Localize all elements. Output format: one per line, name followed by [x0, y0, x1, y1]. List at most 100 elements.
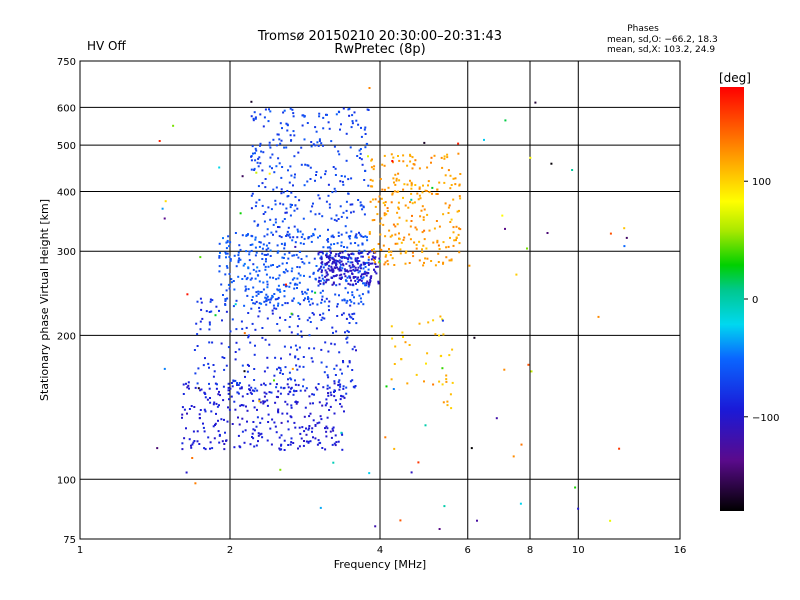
data-point: [360, 126, 362, 129]
data-point: [402, 239, 405, 241]
data-point: [370, 275, 373, 278]
data-point: [314, 437, 317, 440]
data-point: [309, 178, 312, 180]
data-point: [316, 443, 319, 446]
data-point: [422, 184, 424, 187]
data-point: [341, 448, 344, 451]
data-point: [402, 160, 405, 163]
data-point: [398, 159, 401, 162]
data-point: [218, 390, 220, 393]
data-point: [364, 126, 367, 129]
data-point: [290, 346, 292, 349]
data-point: [325, 274, 328, 277]
data-point: [343, 268, 346, 271]
data-point: [515, 273, 518, 276]
data-point: [201, 317, 204, 320]
data-point: [391, 193, 394, 196]
data-point: [330, 266, 333, 269]
data-point: [337, 381, 340, 384]
data-point: [331, 443, 334, 446]
data-point: [324, 173, 327, 176]
data-point: [259, 144, 261, 147]
data-point: [338, 153, 341, 156]
data-point: [272, 188, 275, 191]
data-point: [245, 405, 247, 408]
data-point: [301, 124, 304, 127]
data-point: [285, 285, 288, 288]
data-point: [352, 253, 355, 256]
data-point: [338, 261, 341, 264]
data-point: [351, 369, 354, 371]
data-point: [289, 353, 292, 356]
data-point: [388, 248, 390, 250]
data-point: [250, 386, 253, 389]
data-point: [450, 218, 453, 221]
data-point: [348, 255, 351, 258]
data-point: [349, 256, 352, 259]
data-point: [404, 262, 407, 265]
data-point: [248, 364, 250, 367]
data-point: [284, 319, 287, 321]
data-point: [292, 236, 295, 239]
data-point: [250, 100, 253, 103]
data-point: [241, 417, 244, 420]
data-point: [349, 266, 352, 269]
data-point: [255, 270, 258, 273]
data-point: [285, 207, 288, 210]
data-point: [191, 457, 194, 459]
data-point: [197, 387, 200, 390]
data-point: [289, 282, 292, 285]
data-point: [227, 235, 230, 238]
data-point: [258, 245, 261, 248]
data-point: [262, 151, 265, 154]
data-point: [345, 337, 348, 340]
data-point: [277, 277, 280, 280]
data-point: [349, 380, 352, 383]
data-point: [399, 252, 402, 255]
data-point: [358, 260, 361, 262]
data-point: [225, 256, 227, 259]
data-point: [234, 408, 237, 411]
data-point: [334, 259, 337, 262]
data-point: [344, 287, 347, 290]
data-point: [455, 225, 458, 228]
data-point: [353, 111, 356, 114]
data-point: [217, 419, 219, 422]
data-point: [295, 400, 297, 403]
data-point: [338, 294, 340, 297]
data-point: [328, 409, 331, 411]
data-point: [256, 266, 259, 269]
data-point: [317, 280, 320, 283]
data-point: [277, 157, 280, 160]
data-point: [270, 391, 273, 394]
data-point: [367, 263, 370, 266]
data-point: [248, 250, 251, 253]
data-point: [252, 263, 255, 266]
data-point: [228, 287, 231, 290]
data-point: [196, 300, 199, 303]
data-point: [254, 254, 257, 257]
data-point: [275, 395, 278, 398]
data-point: [326, 374, 329, 377]
data-point: [384, 235, 387, 238]
data-point: [320, 301, 323, 304]
data-point: [441, 383, 444, 386]
data-point: [345, 301, 348, 304]
data-point: [341, 251, 344, 254]
data-point: [291, 367, 294, 370]
data-point: [495, 417, 498, 420]
data-point: [355, 233, 358, 236]
data-point: [288, 285, 291, 288]
data-point: [332, 258, 335, 261]
data-point: [311, 360, 314, 363]
data-point: [454, 177, 457, 180]
data-point: [326, 113, 328, 116]
data-point: [196, 345, 199, 347]
data-point: [263, 370, 266, 373]
data-point: [383, 263, 386, 266]
data-point: [191, 443, 194, 446]
data-point: [303, 415, 306, 418]
data-point: [334, 274, 337, 277]
data-point: [264, 268, 267, 271]
data-point: [228, 273, 231, 275]
